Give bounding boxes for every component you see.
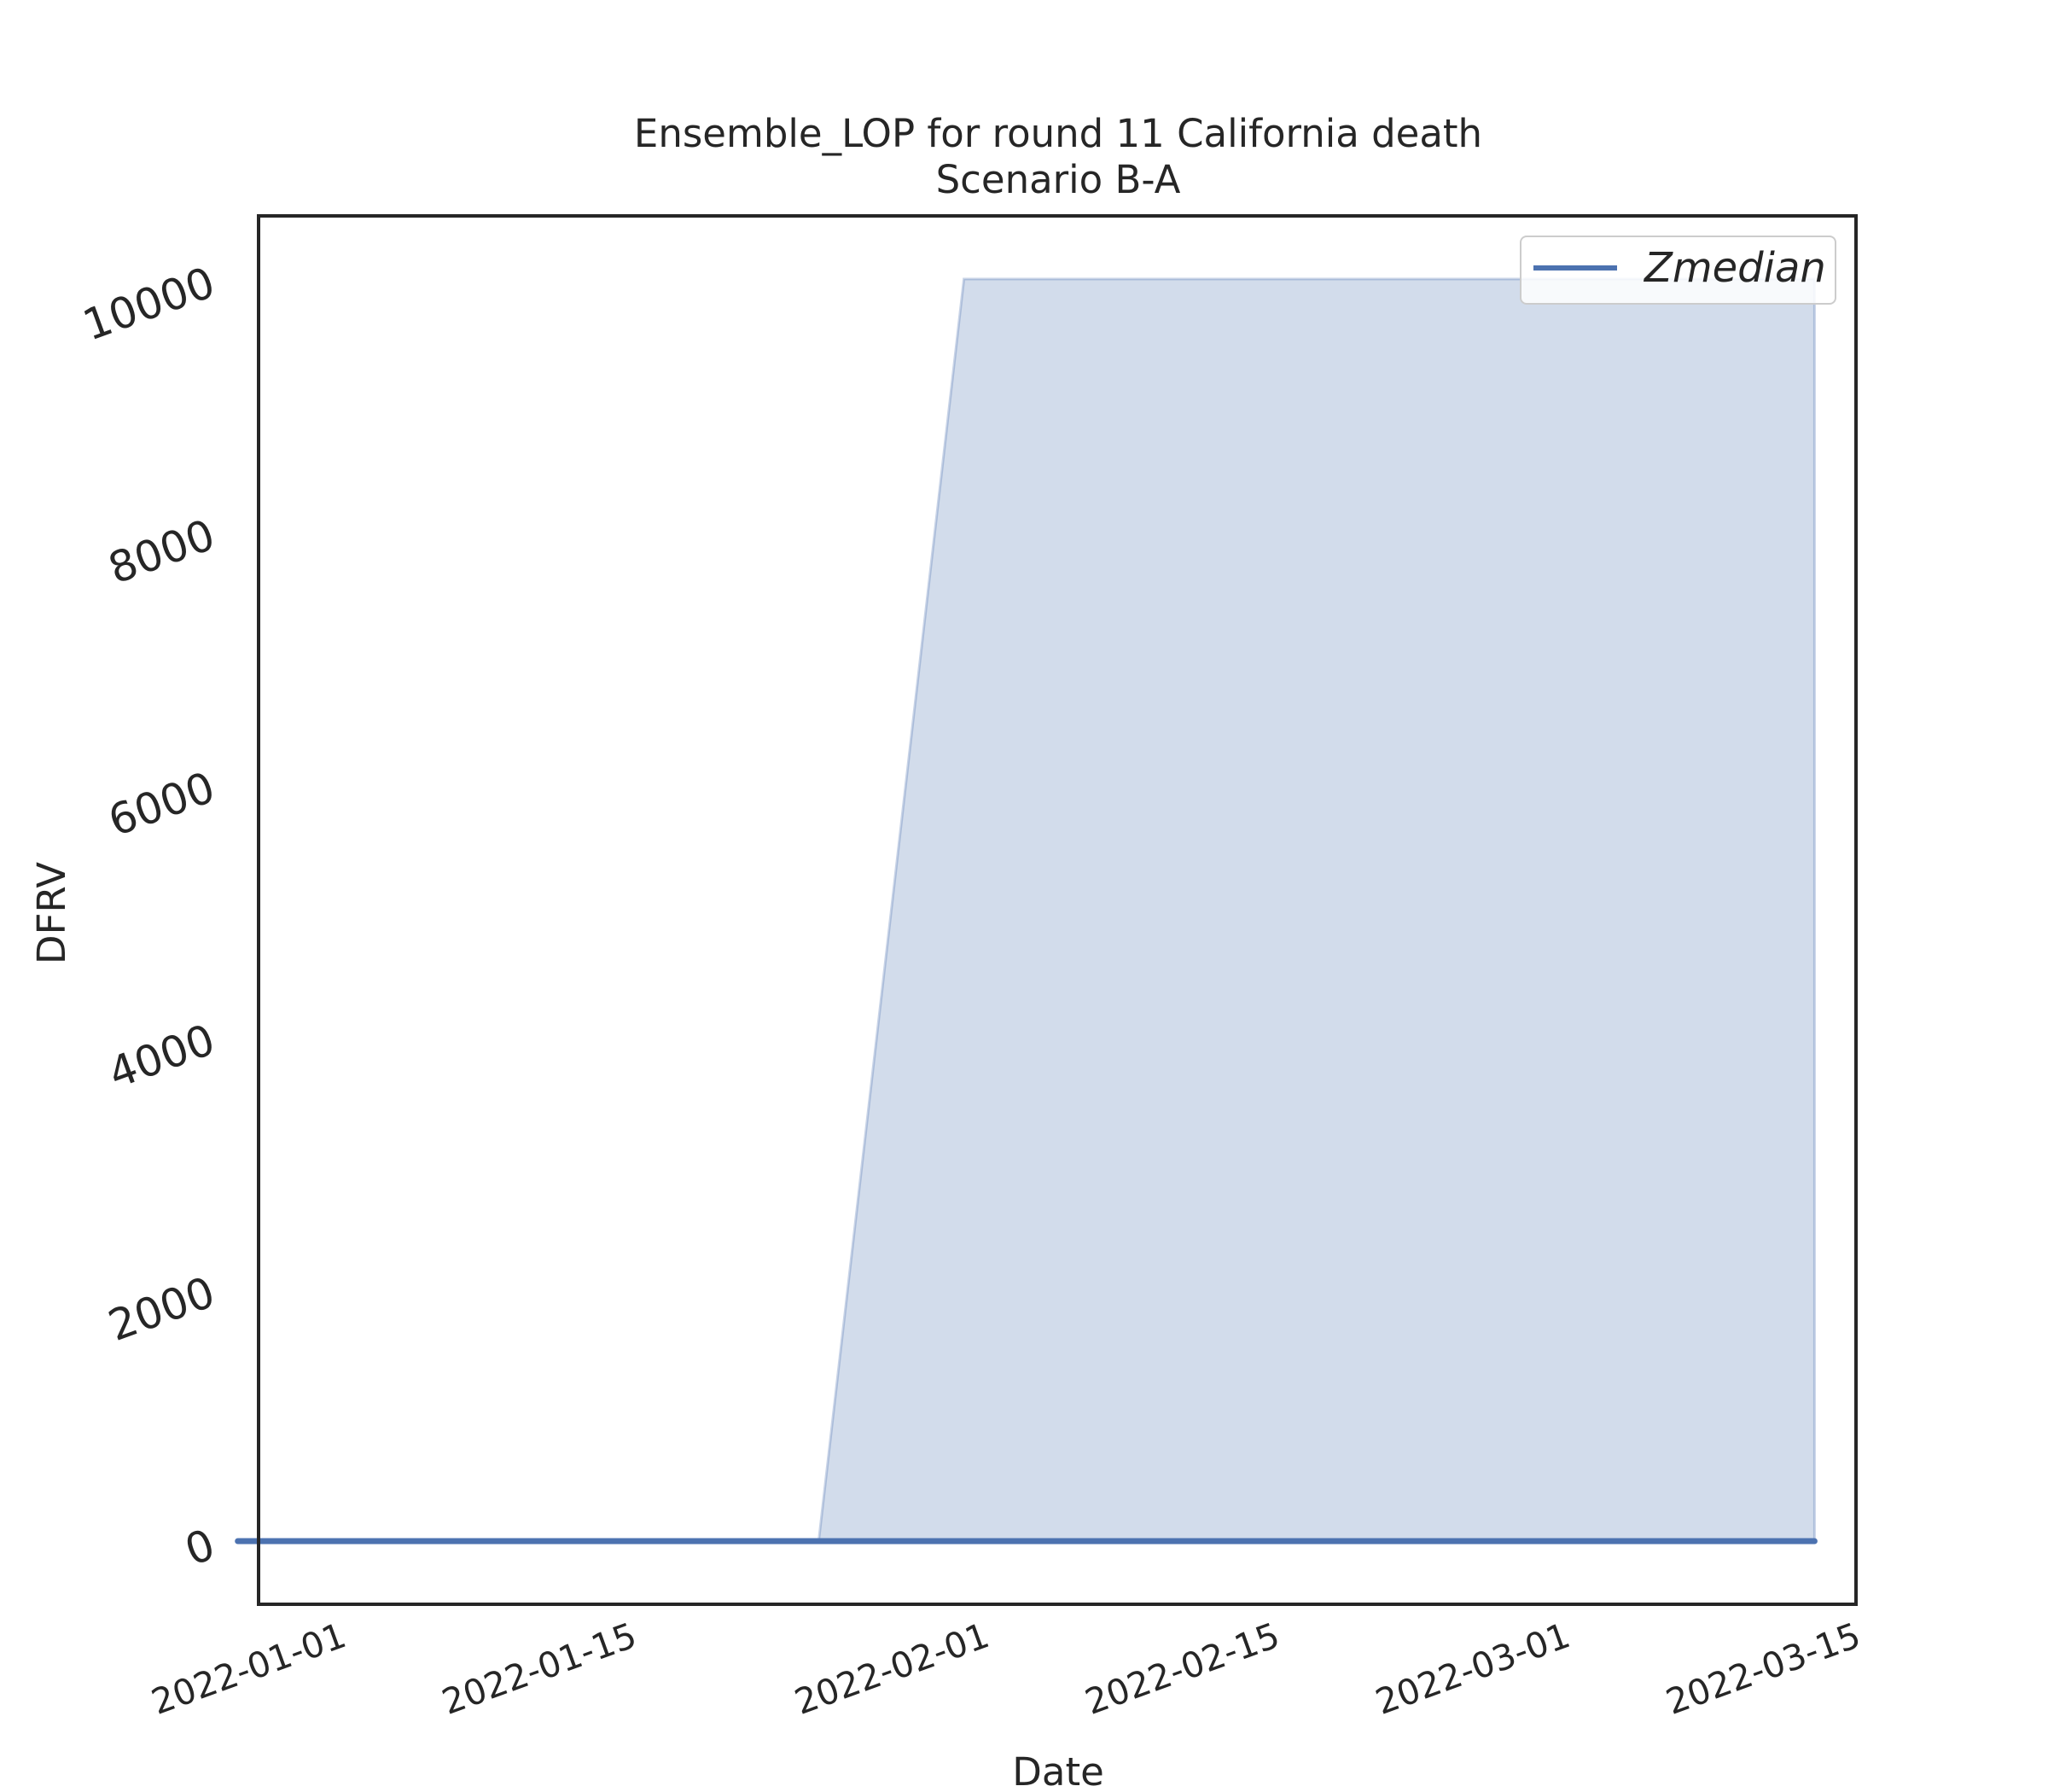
y-tick-label: 0 [178,1520,221,1575]
chart-subtitle: Scenario B-A [936,157,1181,202]
x-tick-label: 2022-01-01 [146,1615,351,1723]
y-tick-label: 2000 [102,1267,221,1351]
x-tick-label: 2022-03-15 [1661,1615,1865,1723]
uncertainty-band-layer [237,277,1816,1543]
legend: Zmedian [1520,236,1836,305]
y-tick-label: 8000 [102,510,221,594]
chart-title: Ensemble_LOP for round 11 California dea… [634,111,1482,156]
x-tick-label: 2022-02-01 [789,1615,994,1723]
uncertainty-band [237,277,1816,1543]
y-tick-label: 6000 [102,762,221,846]
y-tick-labels: 0 2000 4000 6000 8000 10000 [77,258,221,1575]
x-axis-label: Date [1012,1749,1104,1792]
x-tick-label: 2022-03-01 [1370,1615,1575,1723]
y-tick-label: 10000 [77,258,221,351]
x-tick-label: 2022-02-15 [1079,1615,1284,1723]
x-tick-labels: 2022-01-01 2022-01-15 2022-02-01 2022-02-15… [146,1615,1865,1723]
legend-label-zmedian: Zmedian [1643,244,1826,292]
legend-box [1520,236,1836,305]
plot-area-frame [257,214,1858,1606]
y-axis-label: DFRV [29,862,74,964]
y-tick-label: 4000 [102,1015,221,1098]
x-tick-label: 2022-01-15 [437,1615,642,1723]
